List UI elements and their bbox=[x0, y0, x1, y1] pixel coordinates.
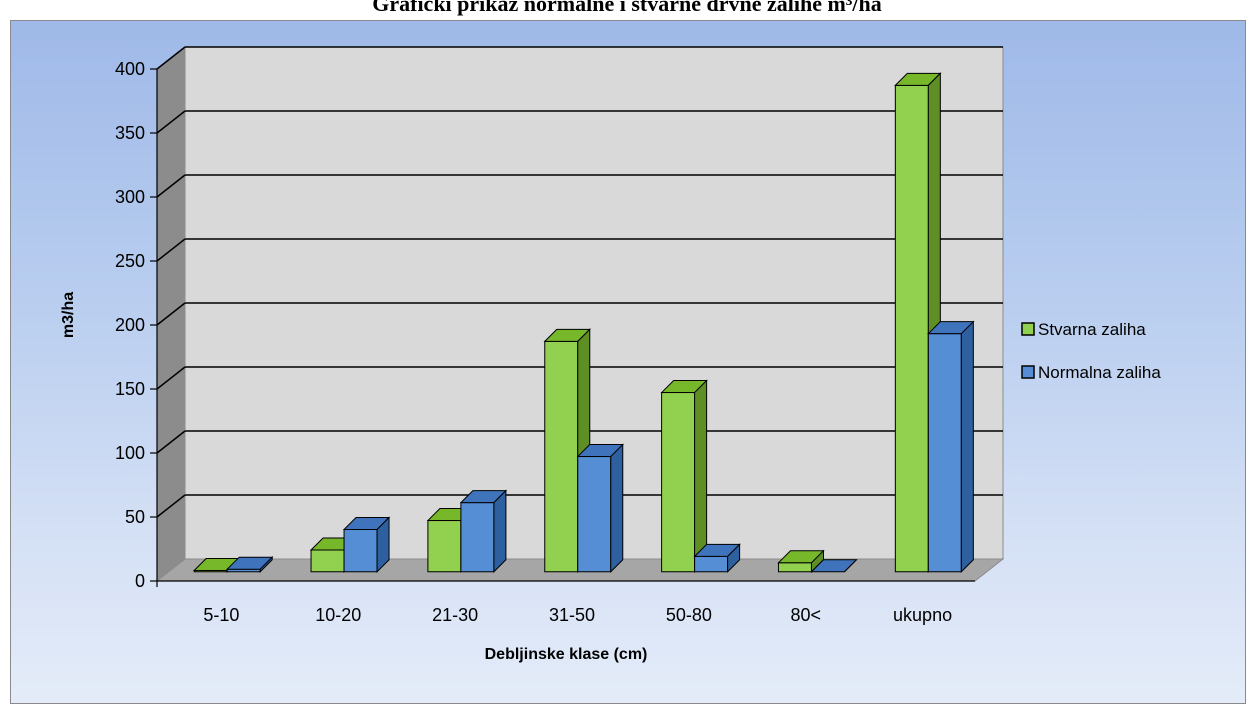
x-tick-label: 31-50 bbox=[549, 605, 595, 625]
gridline-diagonal bbox=[156, 46, 186, 70]
legend-label-stvarna: Stvarna zaliha bbox=[1038, 320, 1146, 339]
legend: Stvarna zaliha Normalna zaliha bbox=[1021, 320, 1161, 382]
y-tick-label: 150 bbox=[115, 379, 145, 399]
x-axis-label: Debljinske klase (cm) bbox=[485, 646, 648, 663]
bar-stvarna-front bbox=[427, 520, 462, 573]
x-tick-label: 5-10 bbox=[203, 605, 239, 625]
bar-stvarna-front bbox=[544, 340, 579, 573]
x-axis-ticks: 5-10 10-20 21-30 31-50 50-80 80< ukupno bbox=[203, 605, 952, 625]
bar-normalna-side bbox=[960, 320, 974, 573]
y-tick-label: 0 bbox=[135, 571, 145, 591]
x-tick-label: 50-80 bbox=[666, 605, 712, 625]
gridline-diagonal bbox=[156, 302, 186, 326]
bar-normalna-side bbox=[376, 516, 390, 573]
y-tick-label: 400 bbox=[115, 59, 145, 79]
gridline-diagonal bbox=[156, 430, 186, 454]
bar-normalna-side bbox=[259, 555, 273, 573]
y-tick-label: 100 bbox=[115, 443, 145, 463]
y-tick-label: 350 bbox=[115, 123, 145, 143]
bar-chart: 0 50 100 150 200 250 300 350 400 5-10 10-20 21-30 3… bbox=[60, 45, 1161, 663]
bar-normalna-front bbox=[343, 529, 378, 573]
bar-normalna-front bbox=[577, 456, 612, 573]
bar-normalna-front bbox=[460, 502, 495, 573]
bar-normalna-side bbox=[844, 559, 857, 573]
bar-stvarna-side bbox=[694, 379, 708, 573]
bar-stvarna-front bbox=[661, 392, 696, 573]
legend-swatch-normalna bbox=[1021, 365, 1035, 379]
bar-stvarna-front bbox=[777, 562, 812, 573]
x-tick-label: 21-30 bbox=[432, 605, 478, 625]
bar-normalna-side bbox=[493, 489, 507, 573]
legend-label-normalna: Normalna zaliha bbox=[1038, 363, 1161, 382]
y-tick-label: 200 bbox=[115, 315, 145, 335]
x-tick-label: 80< bbox=[790, 605, 821, 625]
y-tick-label: 250 bbox=[115, 251, 145, 271]
legend-swatch-stvarna bbox=[1021, 322, 1035, 336]
gridline-diagonal bbox=[156, 174, 186, 198]
bar-normalna-side bbox=[727, 543, 741, 573]
gridline-diagonal bbox=[156, 110, 186, 134]
bars bbox=[192, 72, 975, 573]
y-tick-label: 300 bbox=[115, 187, 145, 207]
gridline-diagonal bbox=[156, 238, 186, 262]
x-tick-label: ukupno bbox=[893, 605, 952, 625]
y-axis-label: m3/ha bbox=[60, 292, 77, 338]
gridline-diagonal bbox=[156, 494, 186, 518]
bar-stvarna-front bbox=[310, 549, 345, 573]
chart-area: 0 50 100 150 200 250 300 350 400 5-10 10-20 21-30 3… bbox=[10, 20, 1246, 704]
y-tick-label: 50 bbox=[125, 507, 145, 527]
bar-normalna-front bbox=[927, 333, 962, 573]
bar-normalna-side bbox=[610, 443, 624, 573]
bar-stvarna-front bbox=[894, 84, 929, 573]
x-tick-label: 10-20 bbox=[315, 605, 361, 625]
y-axis-ticks: 0 50 100 150 200 250 300 350 400 bbox=[115, 59, 975, 591]
gridline-diagonal bbox=[156, 366, 186, 390]
page-title: Grafički prikaz normalne i stvarne drvne… bbox=[372, 0, 882, 16]
bar-normalna-front bbox=[694, 555, 729, 573]
